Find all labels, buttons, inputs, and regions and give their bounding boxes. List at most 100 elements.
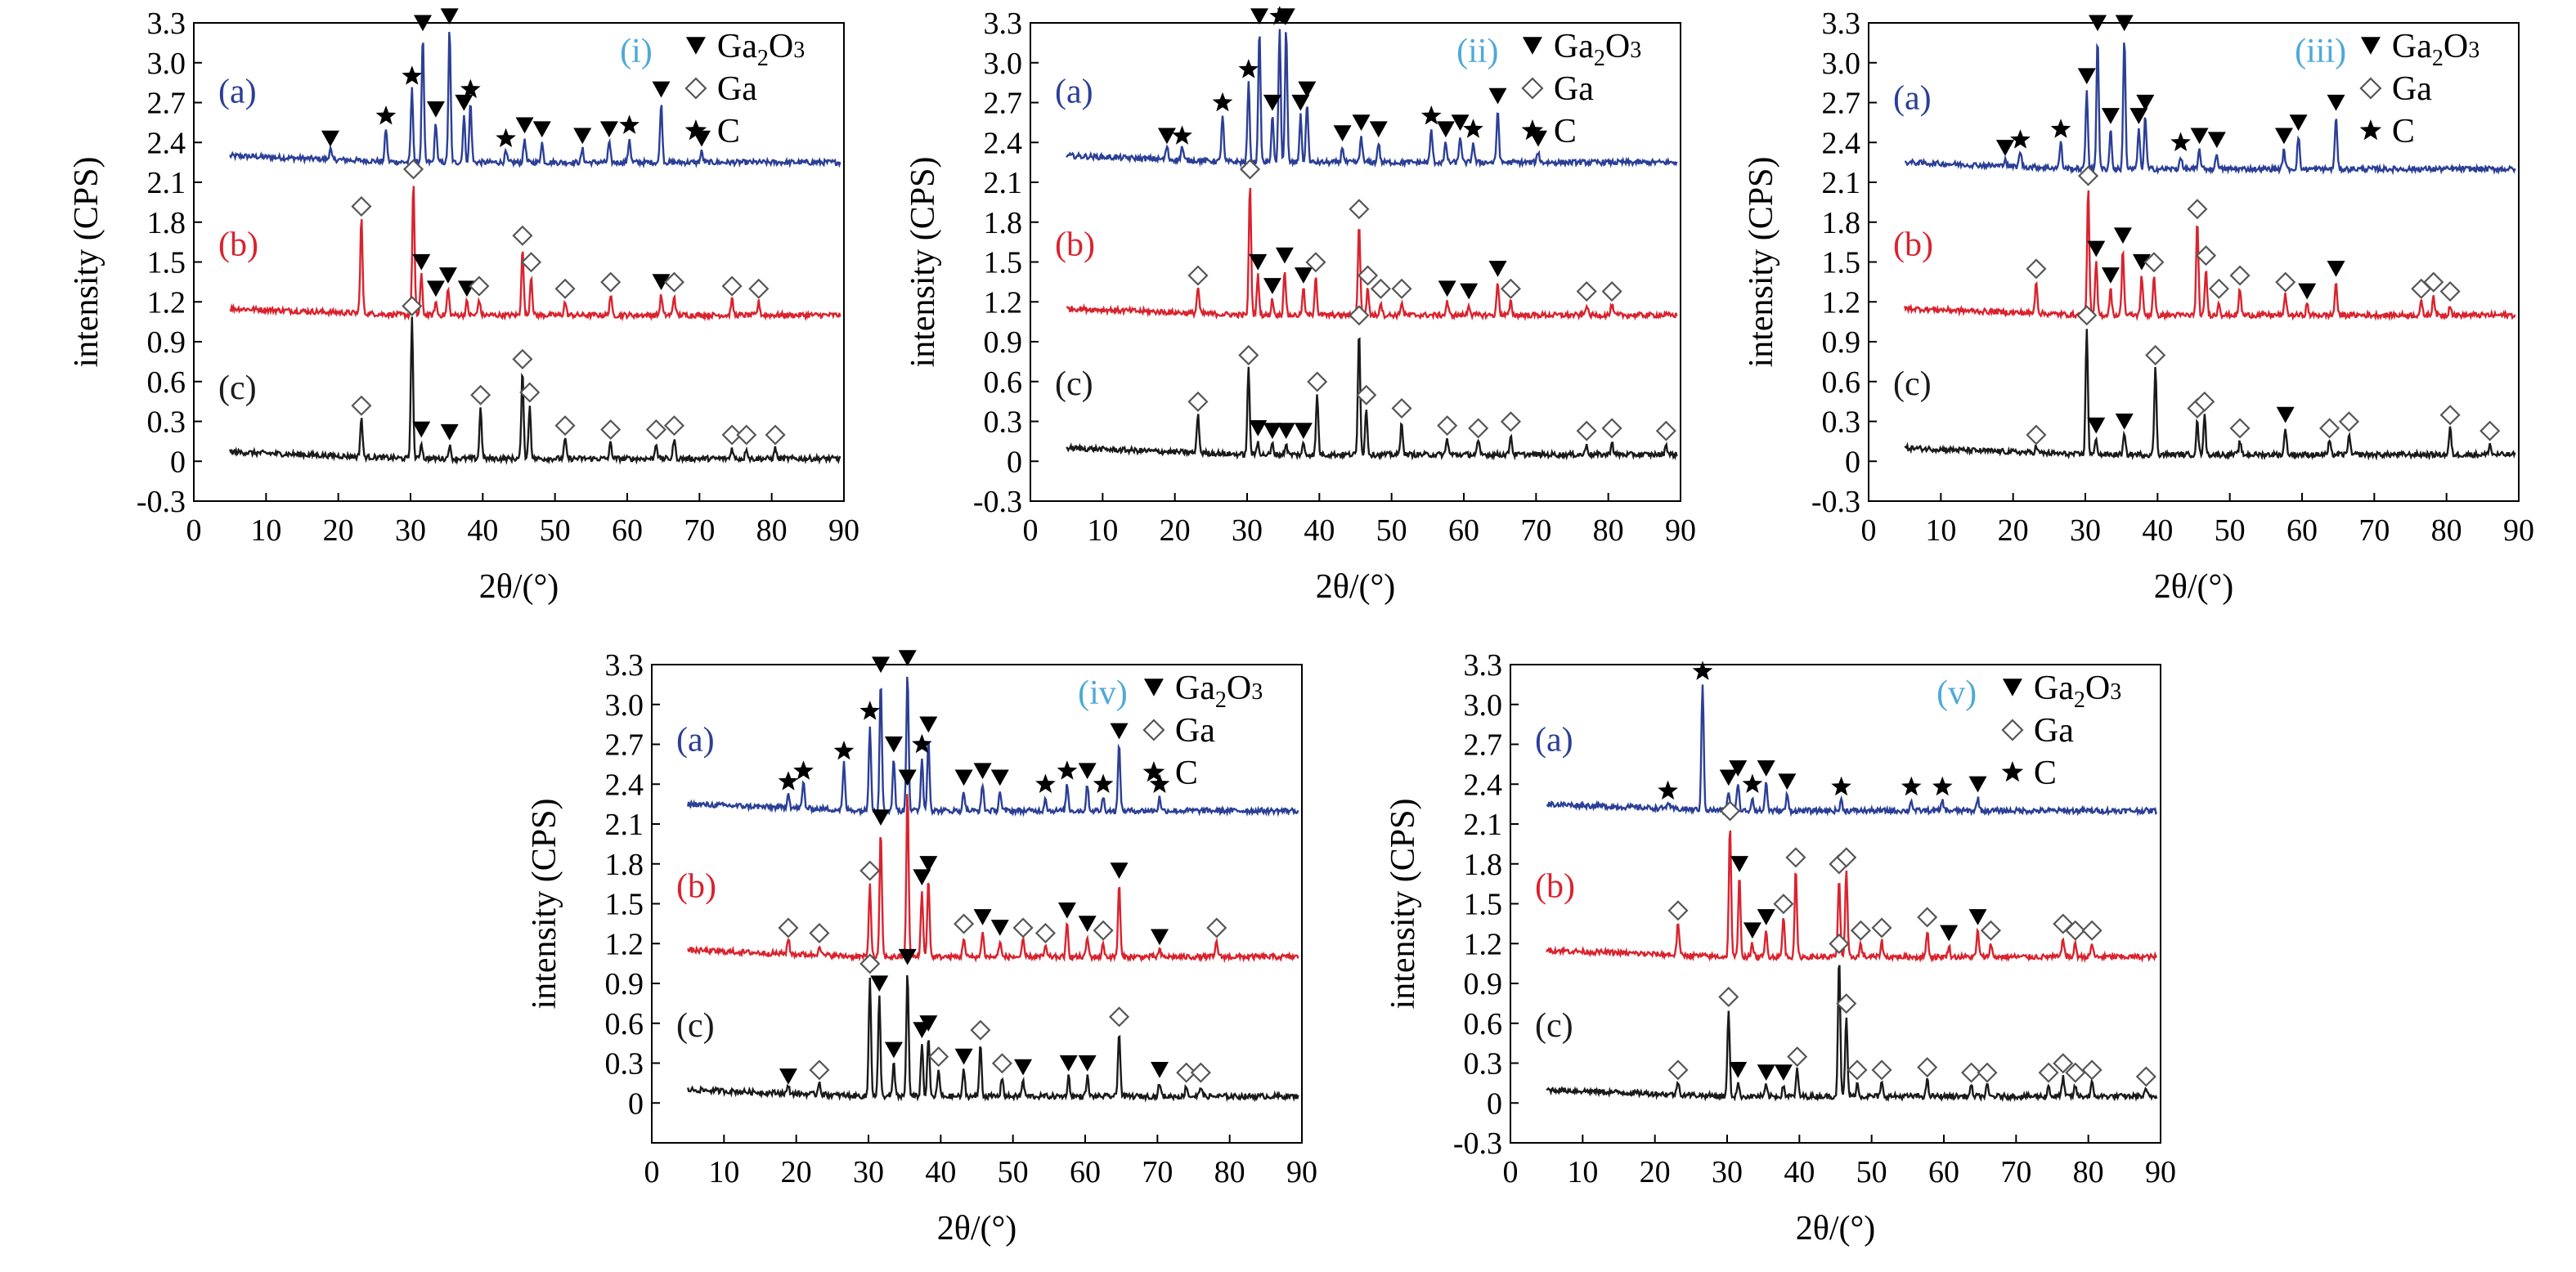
ga2o3-marker <box>1438 280 1456 298</box>
ga2o3-marker <box>1078 1055 1097 1072</box>
series-line-b <box>1546 830 2158 964</box>
y-tick-label: 2.4 <box>147 126 186 160</box>
ga-marker <box>1468 418 1489 439</box>
legend-text-part: O <box>1605 28 1630 65</box>
ga2o3-marker <box>2087 417 2106 434</box>
c-marker <box>619 114 640 134</box>
ga-marker <box>1836 847 1857 868</box>
y-tick-label: 0.6 <box>1464 1007 1503 1041</box>
ga-marker <box>2076 305 2098 326</box>
y-tick-label: 0.3 <box>1822 405 1861 440</box>
legend-text-part: C <box>717 113 740 150</box>
ga2o3-marker <box>440 8 459 25</box>
ga-marker <box>2026 424 2047 446</box>
y-tick-label: 0.6 <box>605 1007 644 1041</box>
ga2o3-marker <box>438 267 457 284</box>
ga2o3-marker <box>954 1048 973 1065</box>
ga2o3-marker <box>1730 856 1749 872</box>
ga-marker <box>778 917 799 938</box>
c-marker <box>2001 761 2024 782</box>
series-label: (b) <box>218 226 258 263</box>
ga-marker <box>1718 986 1739 1008</box>
y-tick-label: 3.0 <box>984 47 1023 81</box>
ga-marker <box>1034 922 1056 944</box>
ga-marker <box>1917 907 1938 928</box>
c-marker <box>684 119 707 141</box>
ga2o3-marker <box>898 650 917 667</box>
y-tick-label: 0.6 <box>984 365 1023 400</box>
ga2o3-marker <box>919 1015 938 1032</box>
y-tick-label: 1.5 <box>984 246 1023 280</box>
ga-marker <box>721 424 743 446</box>
ga2o3-marker <box>1719 769 1738 786</box>
y-tick-label: 3.3 <box>147 7 186 41</box>
ga2o3-marker <box>652 81 671 98</box>
ga-marker <box>2145 344 2166 366</box>
ga-marker <box>1655 420 1676 441</box>
c-marker <box>2359 119 2382 141</box>
c-marker <box>496 128 516 148</box>
series-label: (b) <box>676 867 716 905</box>
c-marker <box>1932 776 1953 796</box>
ga2o3-marker <box>1757 1064 1775 1082</box>
c-marker <box>1420 105 1442 125</box>
c-marker <box>912 733 932 754</box>
ga2o3-marker <box>1729 1061 1748 1078</box>
ga2o3-marker <box>455 94 473 111</box>
ga2o3-marker <box>321 130 339 147</box>
y-tick-label: 0.6 <box>147 365 186 400</box>
x-tick-label: 10 <box>250 513 281 548</box>
series-label: (b) <box>1893 226 1933 263</box>
y-tick-label: 0 <box>1007 445 1022 479</box>
panel-label: (i) <box>620 33 653 70</box>
ga-marker <box>2135 1066 2156 1087</box>
y-tick-label: 1.2 <box>1822 285 1861 320</box>
legend-text-part: C <box>1175 755 1198 792</box>
ga-marker <box>351 195 372 217</box>
ga2o3-marker <box>1757 760 1775 777</box>
ga-marker <box>1142 719 1165 741</box>
c-marker <box>2050 119 2071 138</box>
ga-marker <box>1871 917 1892 938</box>
legend-label: Ga <box>2034 712 2074 750</box>
ga2o3-marker <box>1078 763 1097 780</box>
ga-marker <box>1239 159 1261 180</box>
y-tick-label: 1.5 <box>147 246 186 280</box>
legend-label: C <box>717 113 740 150</box>
series-label: (c) <box>1055 365 1093 403</box>
ga-marker <box>1349 305 1370 326</box>
legend-text-part: C <box>1554 113 1577 150</box>
x-axis-label: 2θ/(°) <box>1796 1210 1876 1247</box>
ga2o3-marker <box>1778 773 1797 791</box>
ga-marker <box>1829 933 1850 955</box>
c-marker <box>2170 132 2191 151</box>
series-line-a <box>1546 684 2158 817</box>
ga2o3-marker <box>414 15 433 32</box>
c-marker <box>1463 119 1483 138</box>
series-line-b <box>1066 187 1678 322</box>
x-axis-label: 2θ/(°) <box>937 1210 1017 1247</box>
ga2o3-marker <box>1078 916 1097 933</box>
ga2o3-marker <box>1294 267 1313 284</box>
ga-marker <box>2439 280 2461 302</box>
ga2o3-marker <box>1249 253 1268 271</box>
y-tick-label: 2.7 <box>984 87 1023 121</box>
y-tick-label: 2.7 <box>1464 728 1503 763</box>
ga-marker <box>1601 418 1622 439</box>
ga-marker <box>1307 371 1328 392</box>
ga-marker <box>1391 397 1412 419</box>
ga2o3-marker <box>1369 121 1388 138</box>
ga2o3-marker <box>2274 128 2293 145</box>
ga2o3-marker <box>599 121 618 138</box>
ga2o3-marker <box>884 1041 903 1059</box>
series-line-c <box>1546 965 2158 1103</box>
y-tick-label: 0.3 <box>984 405 1023 440</box>
chart-panel-2: 0 10 20 30 40 50 60 70 80 90-0.300.30.60.91.21.51… <box>904 6 1696 606</box>
ga-marker <box>736 424 757 446</box>
ga-marker <box>2194 391 2215 412</box>
ga2o3-marker <box>1488 260 1507 277</box>
c-marker <box>1212 92 1233 112</box>
ga-marker <box>1206 917 1227 938</box>
ga2o3-marker <box>652 274 671 291</box>
chart-panel-5: 0 10 20 30 40 50 60 70 80 90-0.300.30.60.91.21.51… <box>1384 648 2176 1247</box>
